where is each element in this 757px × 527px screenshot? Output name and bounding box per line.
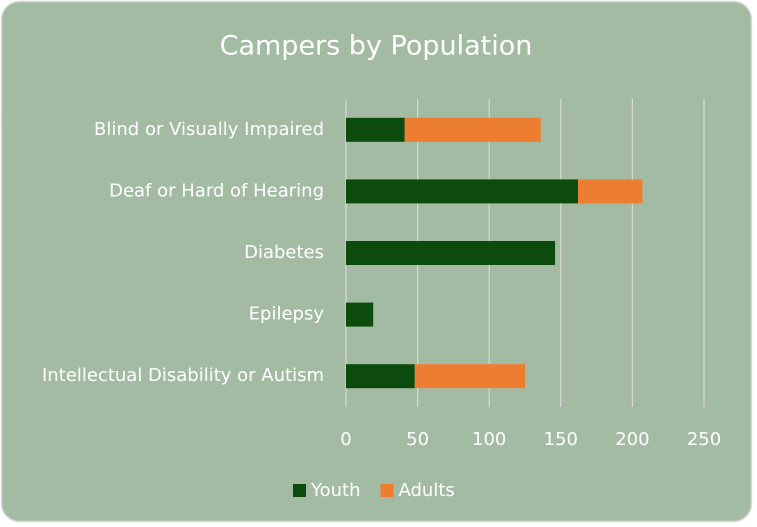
y-tick-label: Diabetes xyxy=(244,242,324,263)
legend-swatch xyxy=(293,484,306,497)
x-tick-label: 150 xyxy=(544,429,578,450)
legend-label: Adults xyxy=(399,480,455,501)
y-tick-label: Blind or Visually Impaired xyxy=(94,119,324,140)
x-tick-label: 0 xyxy=(340,429,351,450)
chart-title: Campers by Population xyxy=(220,31,533,62)
bar xyxy=(346,179,578,204)
x-tick-label: 50 xyxy=(406,429,429,450)
bar xyxy=(346,241,556,265)
bar xyxy=(414,364,525,389)
y-tick-label: Deaf or Hard of Hearing xyxy=(109,180,324,201)
bar xyxy=(346,302,374,327)
x-tick-label: 250 xyxy=(687,429,721,450)
bar xyxy=(577,179,643,204)
legend-label: Youth xyxy=(310,480,361,501)
x-tick-label: 200 xyxy=(615,429,649,450)
x-tick-label: 100 xyxy=(472,429,506,450)
y-tick-label: Intellectual Disability or Autism xyxy=(42,365,324,386)
y-tick-label: Epilepsy xyxy=(249,304,325,325)
bar xyxy=(346,364,415,389)
bar xyxy=(404,117,541,142)
legend-swatch xyxy=(380,484,394,497)
bar xyxy=(346,117,405,142)
